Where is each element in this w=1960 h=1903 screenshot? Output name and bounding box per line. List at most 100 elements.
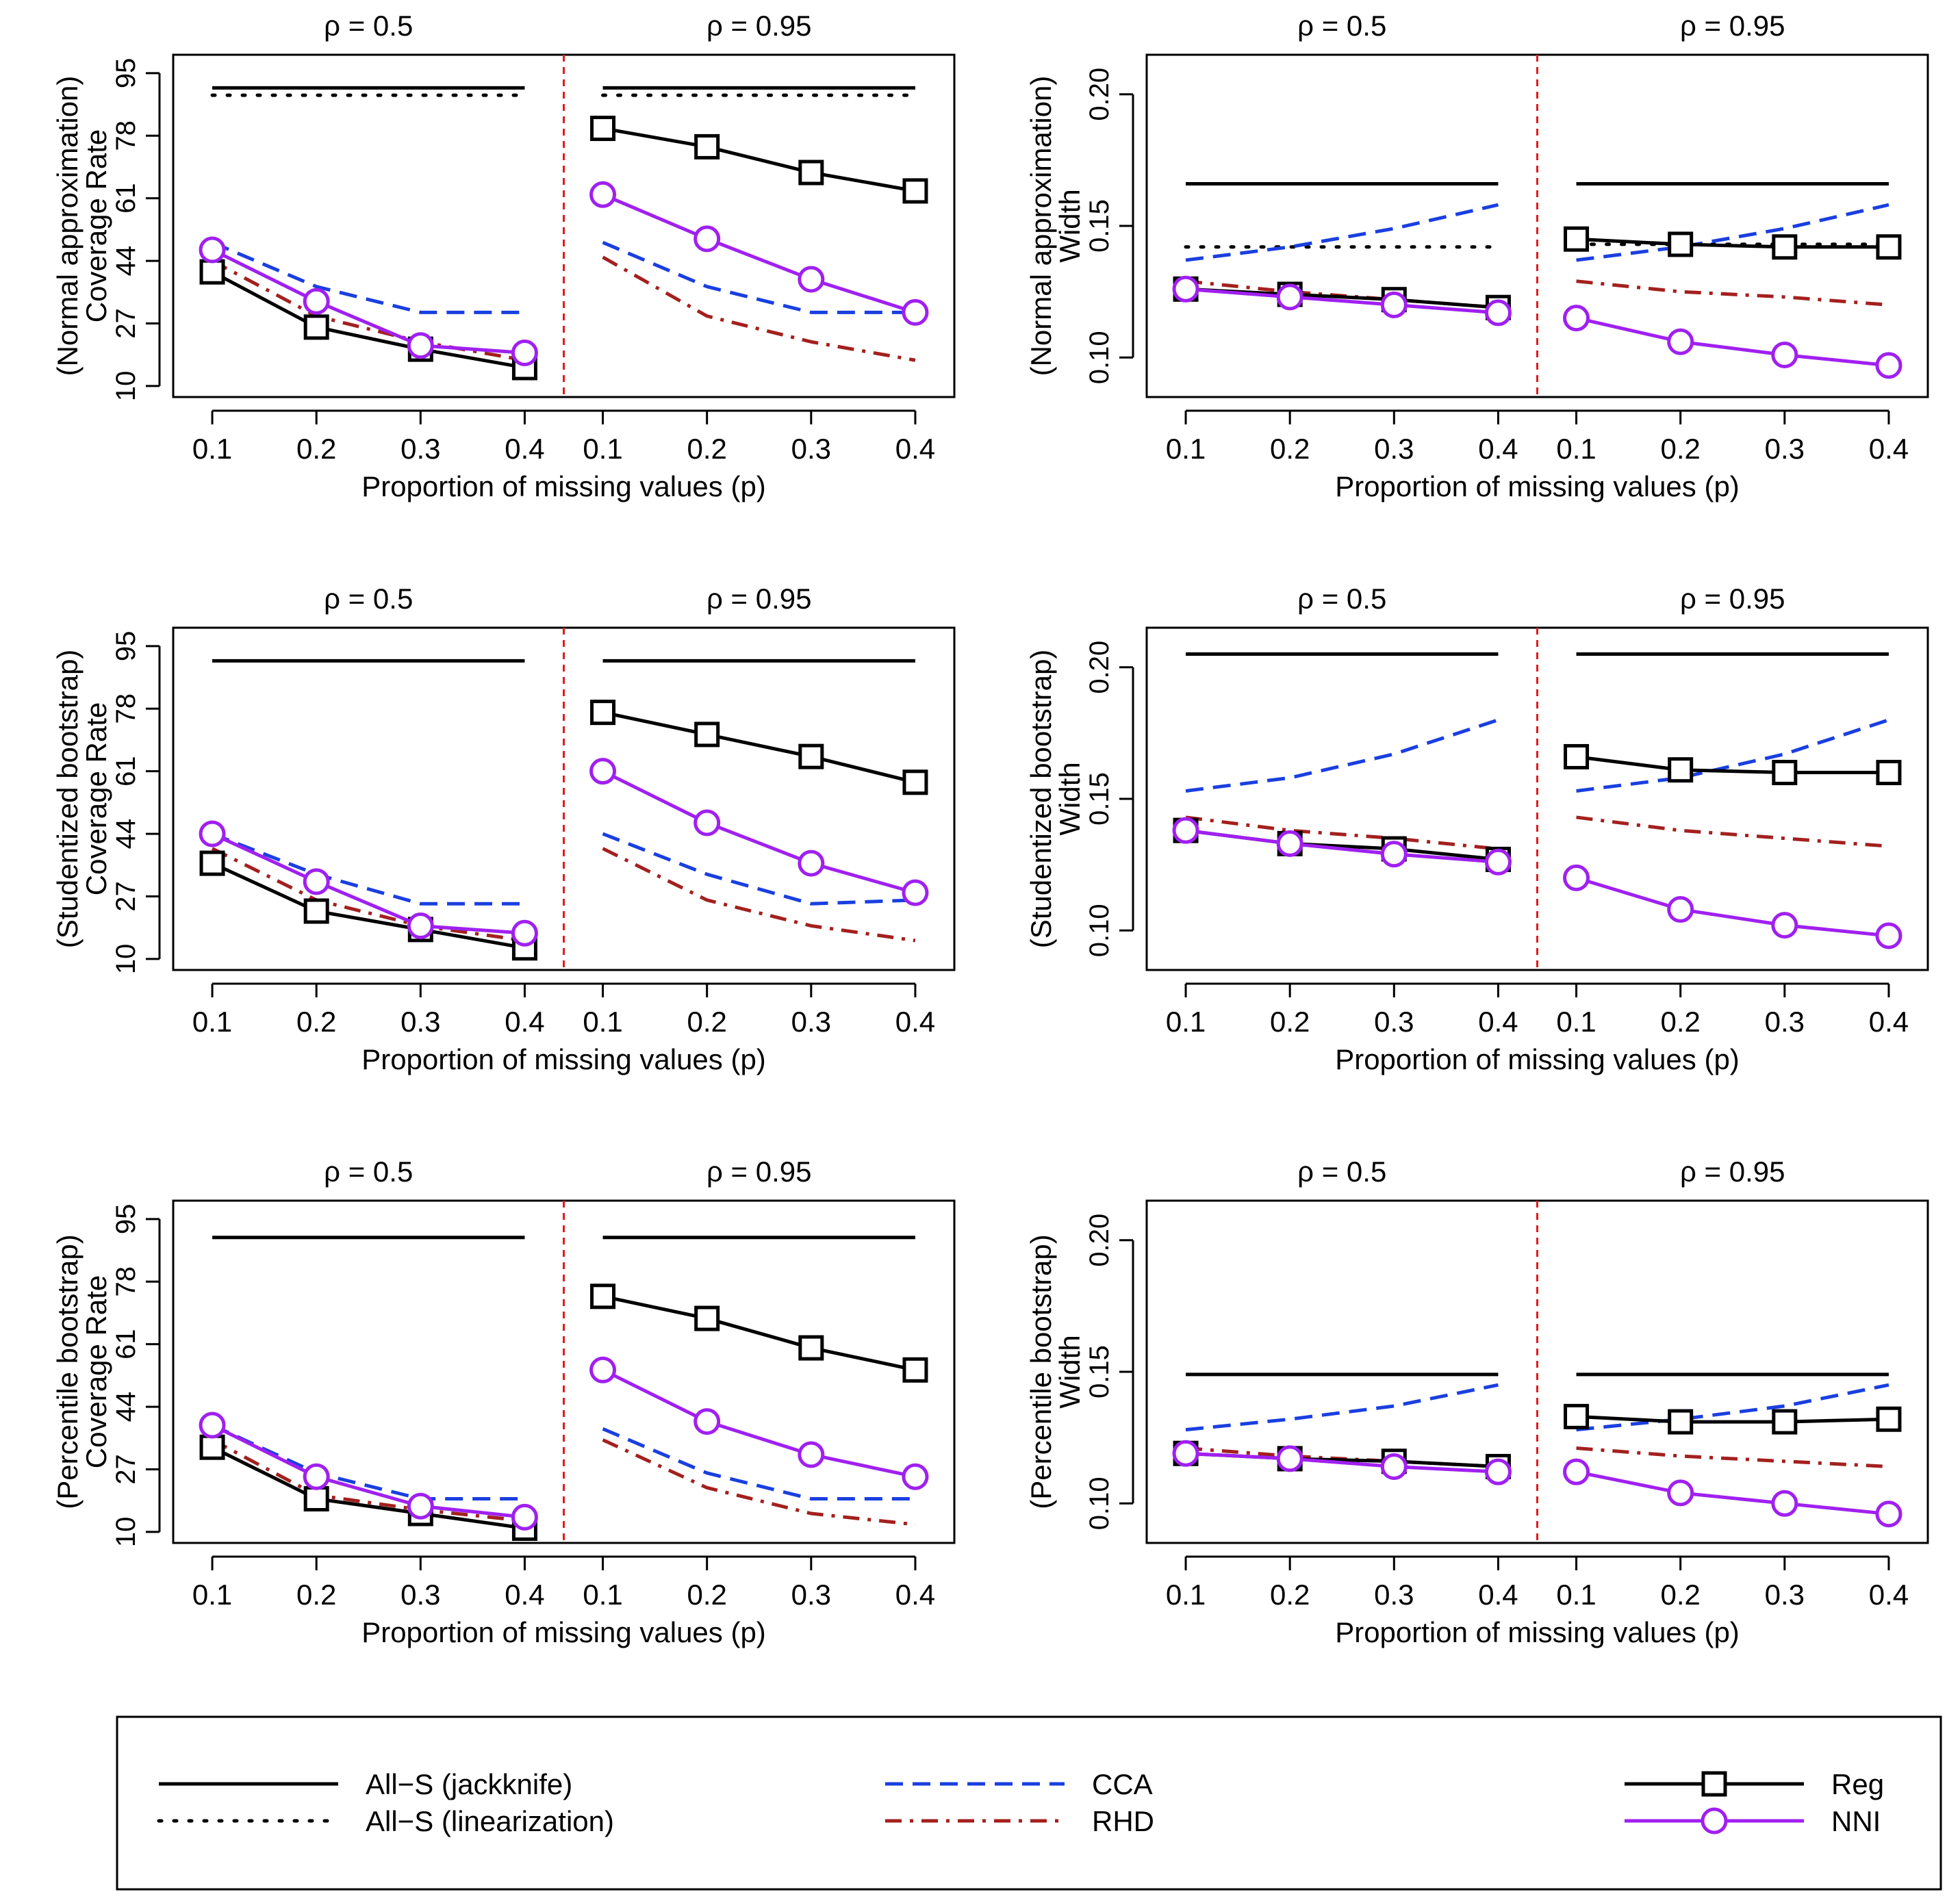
series-nni-rho-05-circle-marker	[407, 1492, 434, 1520]
y-tick-label: 61	[111, 756, 141, 787]
legend: All−S (jackknife) All−S (linearization) CC…	[116, 1715, 1942, 1891]
series-nni-rho-05-line	[211, 248, 525, 355]
series-nni-rho-095-circle-marker	[902, 298, 929, 326]
y-axis-title-method: (Normal approximation)	[1025, 76, 1057, 376]
series-cca-rho-095-line	[602, 240, 915, 314]
series-nni-rho-095-circle-marker	[693, 809, 721, 836]
x-tick-label: 0.4	[1869, 433, 1909, 465]
series-reg-rho-05-square-marker	[303, 898, 329, 924]
legend-reg-square-marker	[1701, 1771, 1727, 1797]
series-reg-rho-095-square-marker	[590, 1283, 616, 1310]
series-reg-rho-095-line	[1576, 1414, 1889, 1424]
x-tick-label: 0.4	[1869, 1579, 1909, 1611]
series-reg-rho-095-line	[602, 127, 916, 193]
x-axis-title: Proportion of missing values (p)	[1335, 470, 1740, 502]
series-nni-rho-095-circle-marker	[589, 758, 617, 785]
series-rhd-rho-05-line	[211, 259, 525, 362]
series-nni-rho-095-circle-marker	[1771, 1490, 1798, 1517]
series-nni-rho-095-circle-marker	[1667, 1479, 1694, 1507]
series-rhd-rho-05-line	[1185, 815, 1499, 851]
legend-all-s-jackknife-label: All−S (jackknife)	[366, 1768, 572, 1800]
x-tick-label: 0.2	[687, 433, 726, 465]
series-cca-rho-095-line	[1576, 203, 1889, 262]
x-tick-label: 0.3	[1765, 1579, 1805, 1611]
series-rhd-rho-095-line	[1576, 1446, 1889, 1468]
y-axis-title-method: (Studentized bootstrap)	[51, 650, 84, 949]
panel-title: ρ = 0.5	[1297, 10, 1386, 42]
x-tick-label: 0.2	[1660, 1579, 1700, 1611]
series-reg-rho-095-square-marker	[1876, 1406, 1902, 1432]
series-reg-rho-095-square-marker	[902, 1357, 928, 1383]
series-reg-rho-05-square-marker	[303, 1485, 329, 1511]
legend-nni-circle-marker	[1701, 1807, 1728, 1835]
x-tick-label: 0.4	[1478, 433, 1518, 465]
series-nni-rho-095-circle-marker	[1563, 305, 1590, 332]
panel-title: ρ = 0.95	[707, 583, 812, 615]
series-nni-rho-05-circle-marker	[1276, 830, 1303, 857]
series-rhd-rho-095-line	[1576, 279, 1889, 307]
y-tick-label: 27	[111, 881, 141, 912]
series-rhd-rho-095-line	[602, 1438, 916, 1527]
series-reg-rho-095-square-marker	[694, 133, 720, 159]
x-tick-label: 0.2	[296, 1579, 336, 1611]
series-nni-rho-05-circle-marker	[1380, 1453, 1408, 1480]
series-nni-rho-095-line	[1575, 876, 1889, 938]
panel-title: ρ = 0.5	[1297, 1155, 1386, 1188]
x-tick-label: 0.1	[583, 1006, 622, 1038]
series-nni-rho-05-circle-marker	[303, 868, 330, 895]
series-nni-rho-05-line	[211, 1423, 525, 1519]
series-rhd-rho-095-line	[1576, 815, 1889, 848]
series-nni-rho-05-circle-marker	[407, 332, 434, 359]
x-tick-label: 0.4	[505, 1579, 544, 1611]
series-nni-rho-05-circle-marker	[511, 1503, 538, 1531]
x-tick-label: 0.3	[1765, 1006, 1805, 1038]
series-nni-rho-095-circle-marker	[1875, 922, 1902, 949]
series-reg-rho-095-square-marker	[694, 721, 720, 748]
x-tick-label: 0.2	[1270, 1579, 1310, 1611]
series-cca-rho-05-line	[1185, 203, 1499, 262]
series-reg-rho-095-square-marker	[694, 1305, 720, 1331]
series-reg-rho-05-square-marker	[303, 314, 329, 340]
series-nni-rho-05-circle-marker	[1276, 283, 1303, 311]
series-nni-rho-095-line	[1576, 1470, 1889, 1516]
series-nni-rho-05-circle-marker	[511, 919, 538, 947]
series-nni-rho-095-circle-marker	[1667, 896, 1694, 923]
legend-reg-label: Reg	[1831, 1768, 1884, 1800]
series-reg-rho-095-square-marker	[902, 769, 928, 795]
x-tick-label: 0.2	[1270, 1006, 1310, 1038]
series-reg-rho-095-line	[1576, 237, 1889, 249]
y-tick-label: 0.15	[1084, 1345, 1115, 1398]
y-axis-title-method: (Percentile bootstrap)	[1025, 1234, 1057, 1509]
y-tick-label: 44	[111, 1392, 141, 1422]
series-reg-rho-095-square-marker	[1668, 1409, 1694, 1435]
plot-3-1: ρ = 0.5 ρ = 0.95 10 27 44 61 78 95 (Percentile b…	[51, 1155, 956, 1648]
series-reg-rho-095-square-marker	[590, 116, 616, 142]
series-nni-rho-095-circle-marker	[589, 181, 617, 208]
series-reg-rho-05-square-marker	[199, 259, 225, 285]
series-nni-rho-095-circle-marker	[798, 1441, 825, 1468]
plot-1-1: ρ = 0.5 ρ = 0.95 10 27 44 61 78 95 (Normal appro…	[51, 10, 956, 502]
x-tick-label: 0.4	[1478, 1579, 1518, 1611]
y-tick-label: 0.10	[1084, 331, 1115, 384]
y-tick-label: 61	[111, 183, 141, 214]
y-axis-title-measure: Width	[1054, 189, 1086, 262]
x-tick-label: 0.1	[192, 433, 232, 465]
y-axis-title-measure: Coverage Rate	[80, 702, 112, 896]
series-nni-rho-095-circle-marker	[798, 850, 825, 877]
series-nni-rho-095-circle-marker	[693, 1408, 721, 1435]
y-tick-label: 95	[111, 58, 141, 88]
series-reg-rho-095-square-marker	[798, 159, 824, 186]
panel-title: ρ = 0.5	[324, 583, 413, 615]
series-nni-rho-095-circle-marker	[1875, 1500, 1902, 1528]
x-tick-label: 0.3	[400, 1579, 440, 1611]
x-tick-label: 0.3	[791, 433, 831, 465]
series-nni-rho-095-circle-marker	[1563, 864, 1590, 891]
x-tick-label: 0.4	[895, 433, 935, 465]
series-reg-rho-095-square-marker	[1564, 226, 1590, 252]
y-tick-label: 95	[111, 1204, 141, 1235]
x-axis-title: Proportion of missing values (p)	[361, 1616, 766, 1648]
x-tick-label: 0.2	[687, 1579, 726, 1611]
series-cca-rho-05-line	[1185, 1383, 1499, 1432]
series-rhd-rho-05-line	[211, 847, 525, 943]
x-tick-label: 0.3	[1374, 1006, 1414, 1038]
